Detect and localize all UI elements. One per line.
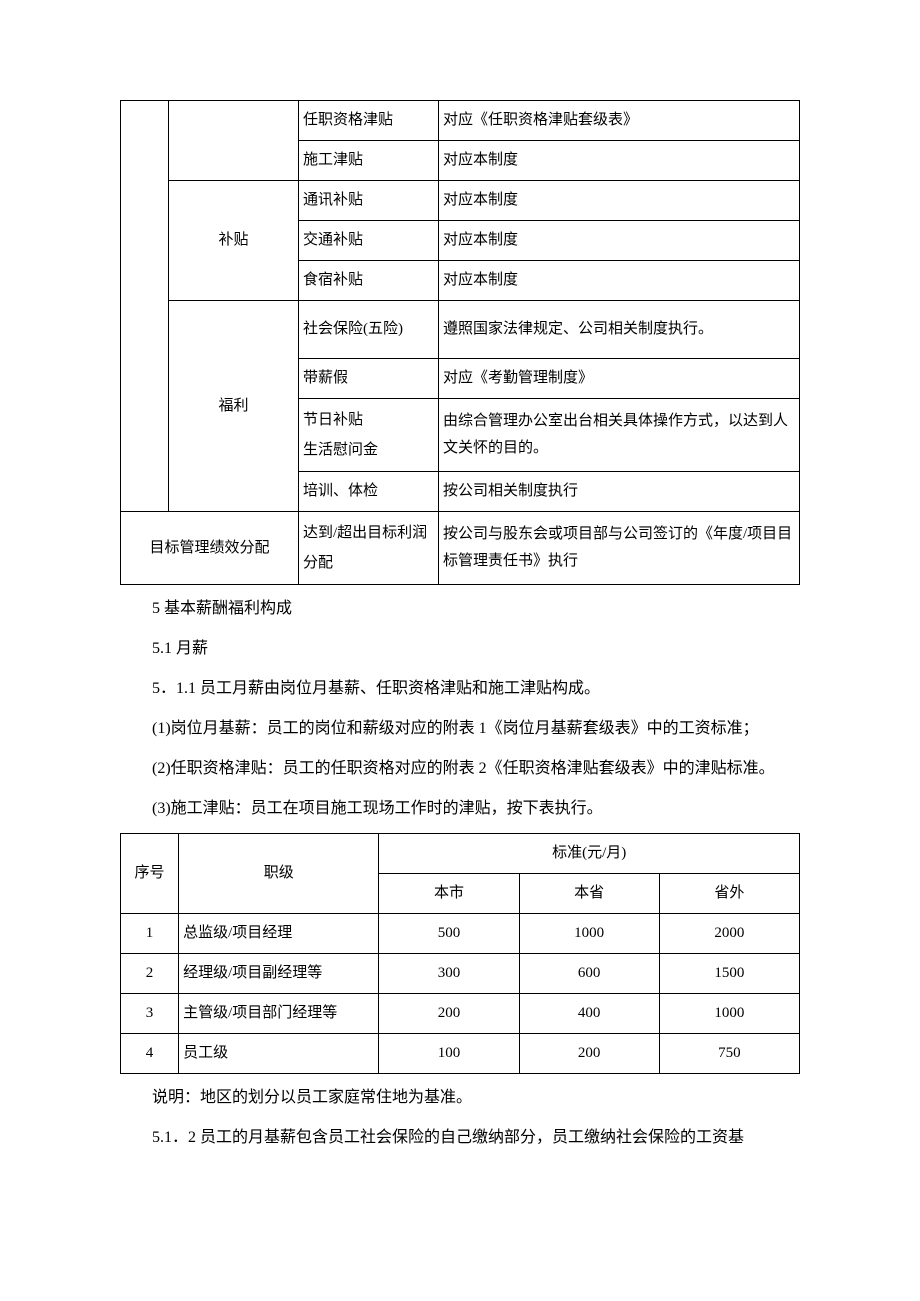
item-cell: 带薪假 <box>299 359 439 399</box>
table-row: 福利 社会保险(五险) 遵照国家法律规定、公司相关制度执行。 <box>121 301 800 359</box>
job-cell: 总监级/项目经理 <box>179 914 379 954</box>
item-cell: 通讯补贴 <box>299 181 439 221</box>
job-cell: 主管级/项目部门经理等 <box>179 994 379 1034</box>
para-2: (2)任职资格津贴：员工的任职资格对应的附表 2《任职资格津贴套级表》中的津贴标… <box>120 753 800 785</box>
desc-cell: 按公司与股东会或项目部与公司签订的《年度/项目目标管理责任书》执行 <box>439 512 800 585</box>
province-cell: 400 <box>519 994 659 1034</box>
note: 说明：地区的划分以员工家庭常住地为基准。 <box>120 1082 800 1114</box>
item-cell: 社会保险(五险) <box>299 301 439 359</box>
item-cell: 施工津贴 <box>299 141 439 181</box>
item-cell: 任职资格津贴 <box>299 101 439 141</box>
outside-cell: 2000 <box>659 914 799 954</box>
table-row: 目标管理绩效分配 达到/超出目标利润分配 按公司与股东会或项目部与公司签订的《年… <box>121 512 800 585</box>
header-province: 本省 <box>519 874 659 914</box>
table-row: 1 总监级/项目经理 500 1000 2000 <box>121 914 800 954</box>
item-cell: 食宿补贴 <box>299 261 439 301</box>
header-num: 序号 <box>121 834 179 914</box>
cat2-cell: 福利 <box>169 301 299 512</box>
item-cell: 节日补贴 生活慰问金 <box>299 399 439 472</box>
desc-cell: 对应《任职资格津贴套级表》 <box>439 101 800 141</box>
header-outside: 省外 <box>659 874 799 914</box>
desc-cell: 对应本制度 <box>439 221 800 261</box>
job-cell: 经理级/项目副经理等 <box>179 954 379 994</box>
desc-cell: 对应《考勤管理制度》 <box>439 359 800 399</box>
cat2-blank <box>169 101 299 181</box>
num-cell: 2 <box>121 954 179 994</box>
province-cell: 600 <box>519 954 659 994</box>
section-5-heading: 5 基本薪酬福利构成 <box>120 593 800 625</box>
table-row: 4 员工级 100 200 750 <box>121 1034 800 1074</box>
section-5-1: 5.1 月薪 <box>120 633 800 665</box>
colspan-label: 目标管理绩效分配 <box>121 512 299 585</box>
section-5-1-1: 5．1.1 员工月薪由岗位月基薪、任职资格津贴和施工津贴构成。 <box>120 673 800 705</box>
outside-cell: 1500 <box>659 954 799 994</box>
item-cell: 达到/超出目标利润分配 <box>299 512 439 585</box>
para-1: (1)岗位月基薪：员工的岗位和薪级对应的附表 1《岗位月基薪套级表》中的工资标准… <box>120 713 800 745</box>
num-cell: 3 <box>121 994 179 1034</box>
num-cell: 1 <box>121 914 179 954</box>
city-cell: 500 <box>379 914 519 954</box>
para-3: (3)施工津贴：员工在项目施工现场工作时的津贴，按下表执行。 <box>120 793 800 825</box>
desc-cell: 对应本制度 <box>439 141 800 181</box>
city-cell: 300 <box>379 954 519 994</box>
item-cell: 培训、体检 <box>299 472 439 512</box>
desc-cell: 由综合管理办公室出台相关具体操作方式，以达到人文关怀的目的。 <box>439 399 800 472</box>
desc-cell: 按公司相关制度执行 <box>439 472 800 512</box>
desc-cell: 遵照国家法律规定、公司相关制度执行。 <box>439 301 800 359</box>
header-std: 标准(元/月) <box>379 834 800 874</box>
table-row: 补贴 通讯补贴 对应本制度 <box>121 181 800 221</box>
table-row: 3 主管级/项目部门经理等 200 400 1000 <box>121 994 800 1034</box>
compensation-table: 任职资格津贴 对应《任职资格津贴套级表》 施工津贴 对应本制度 补贴 通讯补贴 … <box>120 100 800 585</box>
table-row: 任职资格津贴 对应《任职资格津贴套级表》 <box>121 101 800 141</box>
header-job: 职级 <box>179 834 379 914</box>
section-5-1-2: 5.1．2 员工的月基薪包含员工社会保险的自己缴纳部分，员工缴纳社会保险的工资基 <box>120 1122 800 1154</box>
province-cell: 1000 <box>519 914 659 954</box>
table-row: 2 经理级/项目副经理等 300 600 1500 <box>121 954 800 994</box>
province-cell: 200 <box>519 1034 659 1074</box>
num-cell: 4 <box>121 1034 179 1074</box>
city-cell: 200 <box>379 994 519 1034</box>
job-cell: 员工级 <box>179 1034 379 1074</box>
outside-cell: 1000 <box>659 994 799 1034</box>
table-header-row: 序号 职级 标准(元/月) <box>121 834 800 874</box>
cat2-cell: 补贴 <box>169 181 299 301</box>
desc-cell: 对应本制度 <box>439 261 800 301</box>
city-cell: 100 <box>379 1034 519 1074</box>
allowance-table: 序号 职级 标准(元/月) 本市 本省 省外 1 总监级/项目经理 500 10… <box>120 833 800 1074</box>
outside-cell: 750 <box>659 1034 799 1074</box>
header-city: 本市 <box>379 874 519 914</box>
cat1-blank <box>121 101 169 512</box>
desc-cell: 对应本制度 <box>439 181 800 221</box>
item-cell: 交通补贴 <box>299 221 439 261</box>
